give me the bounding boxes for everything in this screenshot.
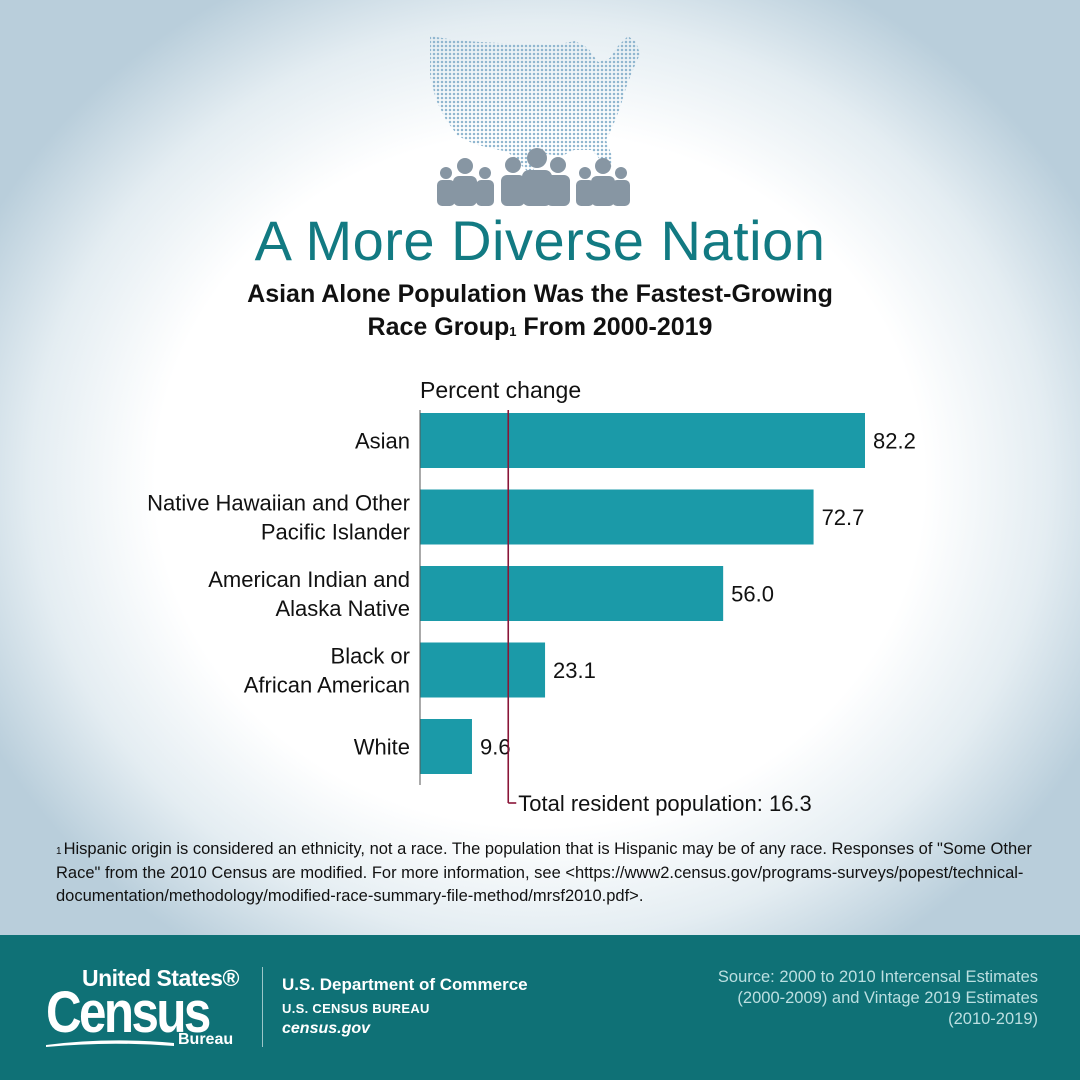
us-map-icon [430,36,640,174]
person-icon [453,158,477,206]
subtitle-line1: Asian Alone Population Was the Fastest-G… [247,280,833,308]
person-icon [576,167,594,206]
bar-value-label: 9.6 [480,735,511,760]
person-icon [546,157,570,206]
footer-divider [262,967,263,1047]
bar [420,413,865,468]
person-icon [522,148,552,206]
category-label: Native Hawaiian and Other [147,491,410,516]
logo-census: Census [46,980,211,1045]
person-icon [591,158,615,206]
people-group-icon [437,148,630,206]
bar [420,489,814,545]
person-icon [501,157,525,206]
footnote: 1 Hispanic origin is considered an ethnic… [56,838,1036,909]
bureau-name: U.S. CENSUS BUREAU [282,1001,430,1016]
chart-subtitle: Asian Alone Population Was the Fastest-G… [190,278,890,344]
bar [420,642,546,698]
person-icon [437,167,455,206]
subtitle-line2-start: Race Group [367,313,510,341]
bar-value-label: 23.1 [553,658,596,683]
person-icon [476,167,494,206]
page-title: A More Diverse Nation [254,209,826,272]
footnote-reference: 1 [509,324,517,339]
logo-bureau: Bureau [178,1031,234,1048]
logo-united-states: United States® [82,965,239,991]
axis-label: Percent change [420,377,581,403]
bar-value-label: 82.2 [873,429,916,454]
bar-value-label: 56.0 [731,582,774,607]
category-label: White [354,735,410,760]
logo-swoosh-icon [46,1040,174,1047]
census-url-link[interactable]: census.gov [282,1020,371,1037]
us-map-people-illustration [430,36,640,206]
reference-label: Total resident population: 16.3 [518,791,812,816]
category-label: American Indian and [208,567,410,592]
bar-value-label: 72.7 [822,505,865,530]
footer-bar: United States® Census Bureau U.S. Depart… [0,935,1080,1080]
person-icon [612,167,630,206]
census-bureau-logo: United States® Census Bureau [46,965,246,1050]
department-info: U.S. Department of Commerce U.S. CENSUS … [282,975,582,1038]
footnote-text: Hispanic origin is considered an ethnici… [56,840,1032,905]
category-label: African American [244,673,410,698]
bar [420,719,472,774]
category-label: Asian [355,429,410,454]
category-label: Pacific Islander [261,520,410,545]
source-note: Source: 2000 to 2010 Intercensal Estimat… [717,968,1038,1028]
subtitle-line2: Race Group1 From 2000-2019 [190,311,890,344]
category-label: Black or [331,644,410,669]
category-label: Alaska Native [275,596,410,621]
bar [420,566,724,621]
subtitle-line2-end: From 2000-2019 [516,313,713,341]
bar-chart: Percent change 82.2 Asian 72.7 Native Hawaii… [147,377,916,816]
footnote-marker: 1 [56,846,62,857]
department-name: U.S. Department of Commerce [282,975,528,994]
